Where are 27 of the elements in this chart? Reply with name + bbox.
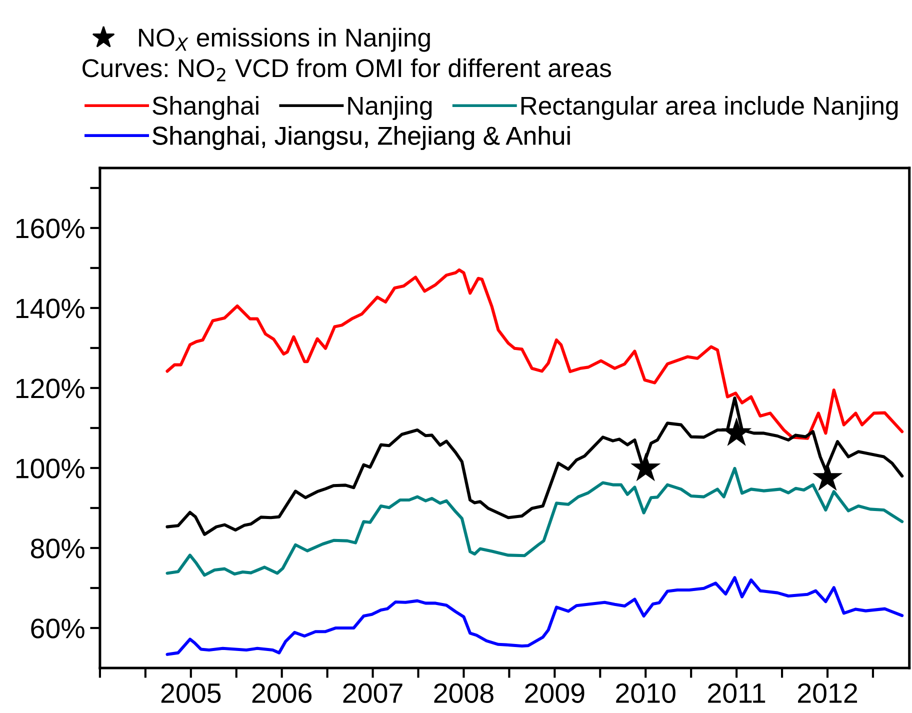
y-tick-label: 140% <box>16 298 84 318</box>
x-tick-label: 2006 <box>252 683 312 703</box>
legend-label: Shanghai <box>152 96 258 120</box>
x-tick-label: 2011 <box>708 683 766 703</box>
legend-label: Nanjing <box>348 96 432 120</box>
y-tick-label: 60% <box>31 618 84 638</box>
legend-label: NO$_{X}$ emissions in Nanjing <box>139 28 430 52</box>
line-series <box>166 466 904 577</box>
y-tick-label: 80% <box>30 538 84 558</box>
legend-title: Curves: NO$_{2}$ VCD from OMI for different areas <box>82 58 611 82</box>
y-tick-label: 120% <box>16 378 84 398</box>
x-tick-label: 2007 <box>343 683 402 703</box>
line-series <box>166 268 904 440</box>
x-tick-label: 2009 <box>525 683 584 703</box>
x-tick-label: 2005 <box>161 683 221 703</box>
line-series <box>166 396 904 536</box>
x-tick-label: 2012 <box>798 683 858 703</box>
legend-label: Rectangular area include Nanjing <box>521 96 898 120</box>
point <box>812 462 843 491</box>
line-series <box>166 576 904 656</box>
y-tick-label: 100% <box>16 458 84 478</box>
y-tick-label: 160% <box>16 218 84 238</box>
point <box>630 452 661 482</box>
x-tick-label: 2008 <box>434 683 494 703</box>
legend-label: Shanghai, Jiangsu, Zhejiang & Anhui <box>152 126 570 150</box>
x-tick-label: 2010 <box>616 683 676 703</box>
point <box>722 417 752 446</box>
